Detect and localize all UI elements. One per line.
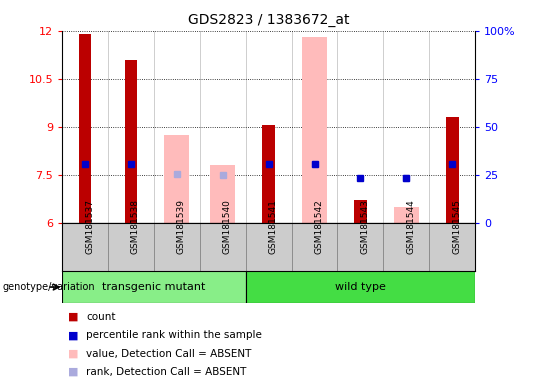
- Bar: [302, 37, 327, 223]
- Title: GDS2823 / 1383672_at: GDS2823 / 1383672_at: [188, 13, 349, 27]
- Text: ■: ■: [68, 330, 78, 340]
- Text: GSM181540: GSM181540: [223, 199, 232, 254]
- Text: GSM181542: GSM181542: [314, 199, 323, 254]
- Text: count: count: [86, 312, 116, 322]
- Text: GSM181541: GSM181541: [269, 199, 278, 254]
- Bar: [62, 223, 108, 271]
- Text: ■: ■: [68, 367, 78, 377]
- Text: GSM181543: GSM181543: [361, 199, 369, 254]
- Text: GSM181544: GSM181544: [406, 199, 415, 254]
- Bar: [79, 34, 91, 223]
- Bar: [108, 223, 154, 271]
- Bar: [394, 207, 419, 223]
- Bar: [262, 125, 275, 223]
- Bar: [446, 117, 458, 223]
- Bar: [429, 223, 475, 271]
- Text: transgenic mutant: transgenic mutant: [102, 282, 206, 292]
- Text: ■: ■: [68, 312, 78, 322]
- Bar: [338, 223, 383, 271]
- Bar: [164, 135, 190, 223]
- Bar: [154, 223, 200, 271]
- Bar: [210, 165, 235, 223]
- Bar: [200, 223, 246, 271]
- Bar: [246, 271, 475, 303]
- Text: GSM181538: GSM181538: [131, 199, 140, 254]
- Bar: [292, 223, 338, 271]
- Text: rank, Detection Call = ABSENT: rank, Detection Call = ABSENT: [86, 367, 247, 377]
- Text: GSM181539: GSM181539: [177, 199, 186, 254]
- Bar: [125, 60, 137, 223]
- Text: GSM181545: GSM181545: [452, 199, 461, 254]
- Bar: [383, 223, 429, 271]
- Text: ■: ■: [68, 349, 78, 359]
- Bar: [246, 223, 292, 271]
- Text: GSM181537: GSM181537: [85, 199, 94, 254]
- Text: genotype/variation: genotype/variation: [3, 282, 96, 292]
- Bar: [62, 271, 246, 303]
- Text: percentile rank within the sample: percentile rank within the sample: [86, 330, 262, 340]
- Text: wild type: wild type: [335, 282, 386, 292]
- Bar: [354, 200, 367, 223]
- Text: value, Detection Call = ABSENT: value, Detection Call = ABSENT: [86, 349, 252, 359]
